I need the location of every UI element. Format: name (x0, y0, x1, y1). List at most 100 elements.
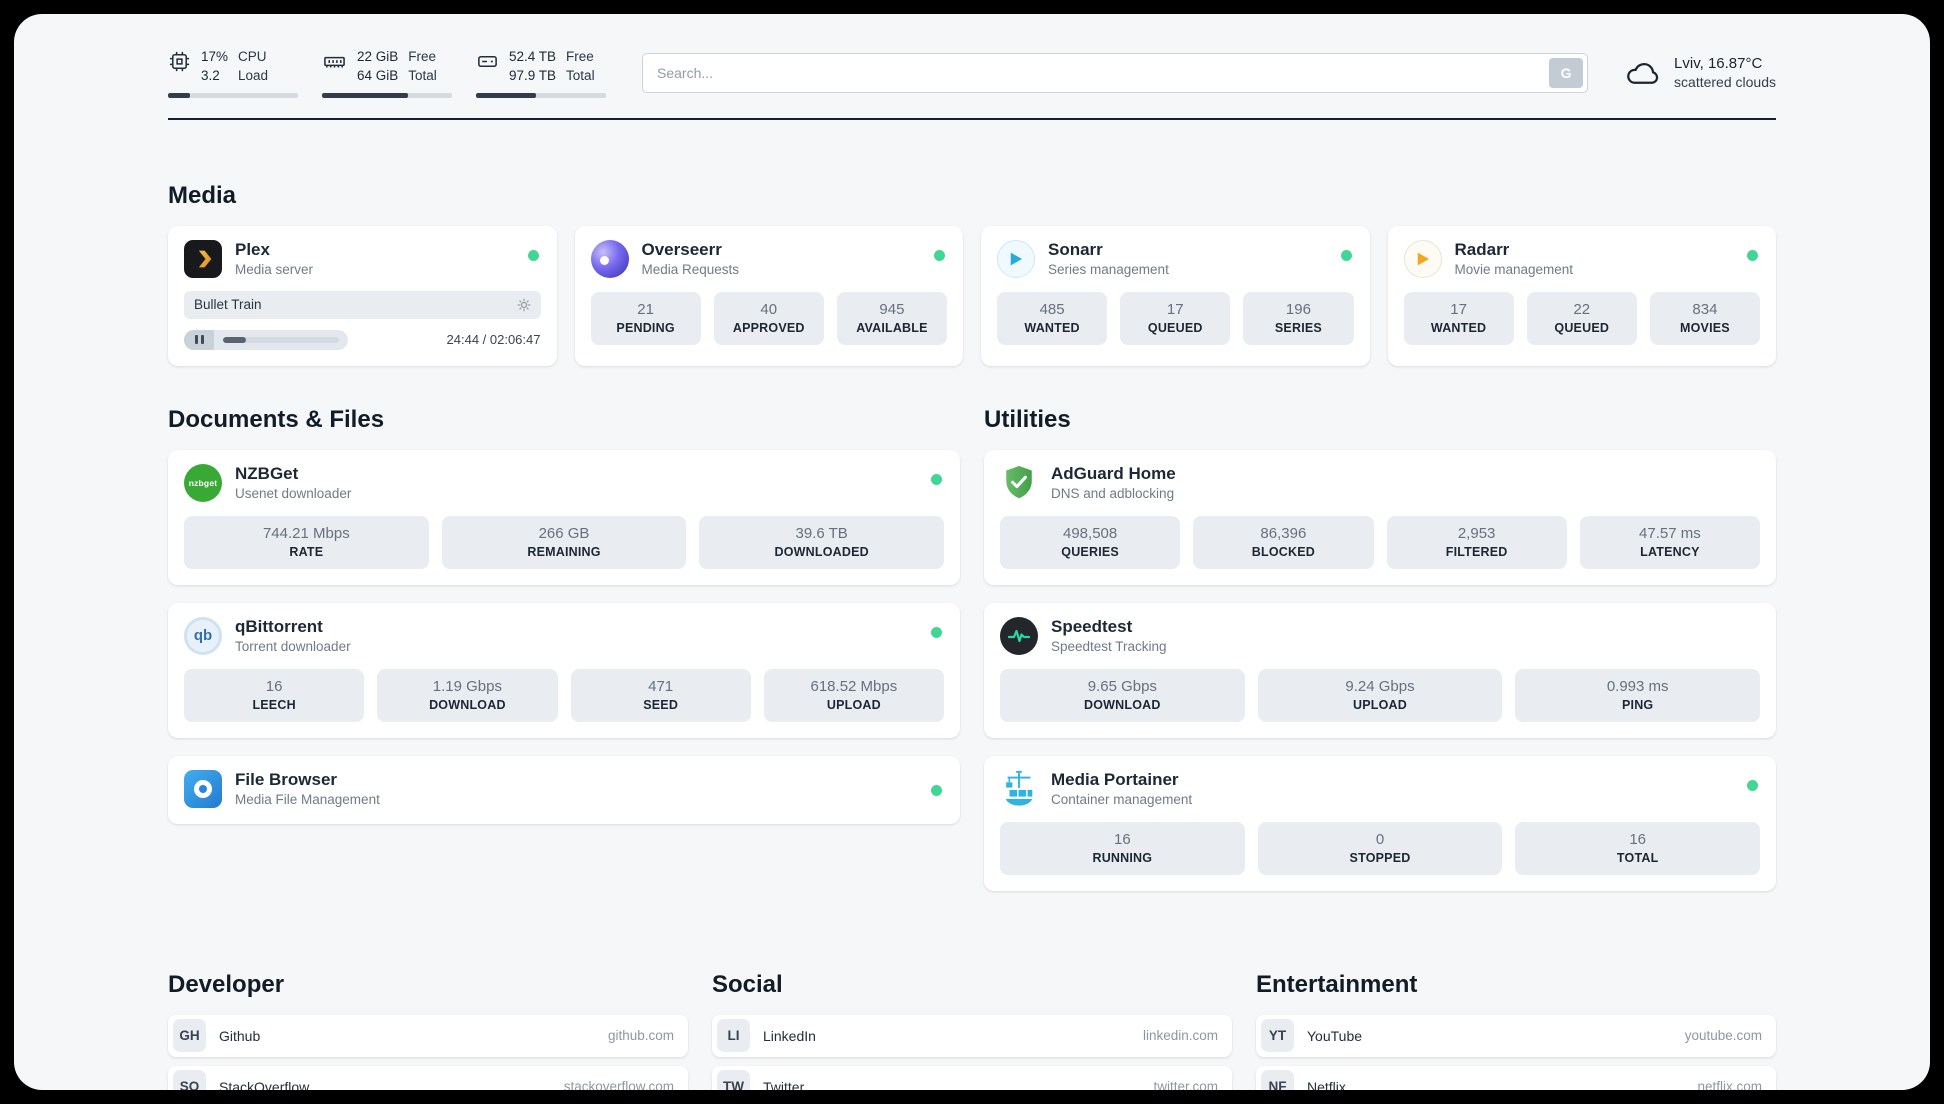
search-engine-button[interactable]: G (1549, 57, 1584, 88)
ram-progress-bar (322, 92, 452, 98)
section-title-documents: Documents & Files (168, 405, 385, 433)
app-card-filebrowser[interactable]: File Browser Media File Management (168, 755, 960, 824)
bookmark-group-social: Social LI LinkedIn linkedin.com TW Twitt… (712, 971, 1232, 1090)
sonarr-icon (997, 239, 1035, 278)
section-utilities: Utilities AdGuard Home DNS and adblockin… (984, 406, 1776, 909)
speedtest-icon (1000, 616, 1038, 655)
bookmark-url: twitter.com (1153, 1079, 1218, 1090)
app-name: Overseerr (641, 240, 722, 260)
bookmark-name: Twitter (763, 1078, 805, 1090)
bookmark-github[interactable]: GH Github github.com (168, 1014, 688, 1057)
app-card-sonarr[interactable]: Sonarr Series management 485 WANTED 17 QUE… (981, 225, 1370, 366)
app-card-qbittorrent[interactable]: qb qBittorrent Torrent downloader 16 LEEC… (168, 602, 960, 738)
adguard-icon (1000, 464, 1038, 502)
bookmark-badge: TW (717, 1070, 750, 1090)
app-card-adguard[interactable]: AdGuard Home DNS and adblocking 498,508 Q… (984, 449, 1776, 585)
stat-tile: 0.993 ms PING (1515, 668, 1761, 722)
app-name: NZBGet (235, 464, 299, 484)
stat-tile: 196 SERIES (1243, 291, 1354, 345)
app-subtitle: Media File Management (235, 792, 380, 808)
status-dot (931, 473, 942, 485)
bookmark-stackoverflow[interactable]: SO StackOverflow stackoverflow.com (168, 1065, 688, 1090)
portainer-icon (1000, 770, 1038, 808)
app-card-speedtest[interactable]: Speedtest Speedtest Tracking 9.65 Gbps DO… (984, 602, 1776, 738)
stat-tile: 16 RUNNING (1000, 821, 1245, 875)
search-input[interactable] (642, 52, 1589, 93)
stat-tile: 39.6 TB DOWNLOADED (699, 515, 945, 569)
app-subtitle: Speedtest Tracking (1051, 639, 1167, 655)
playback-progress-bar[interactable] (184, 329, 348, 350)
section-media: Media Plex Media server (168, 182, 1776, 366)
bookmark-group-developer: Developer GH Github github.com SO StackO… (168, 971, 688, 1090)
overseerr-icon (590, 239, 629, 278)
bookmark-name: Netflix (1307, 1078, 1346, 1090)
disk-icon (476, 50, 499, 73)
stat-tile: 9.24 Gbps UPLOAD (1257, 668, 1503, 722)
bookmark-twitter[interactable]: TW Twitter twitter.com (712, 1065, 1232, 1090)
app-name: AdGuard Home (1051, 464, 1176, 484)
section-title-entertainment: Entertainment (1256, 970, 1418, 998)
app-card-plex[interactable]: Plex Media server Bullet Train (168, 225, 557, 366)
stat-tile: 485 WANTED (997, 291, 1108, 345)
bookmark-netflix[interactable]: NF Netflix netflix.com (1256, 1065, 1776, 1090)
now-playing-title: Bullet Train (194, 297, 262, 313)
status-dot (1747, 249, 1758, 261)
ram-icon (322, 50, 347, 73)
app-name: Speedtest (1051, 617, 1133, 637)
search-bar: G (642, 52, 1589, 93)
stat-tile: 2,953 FILTERED (1386, 515, 1567, 569)
cpu-label: CPU (238, 49, 267, 64)
app-subtitle: Container management (1051, 792, 1193, 808)
stat-tile: 266 GB REMAINING (441, 515, 687, 569)
plex-icon (184, 239, 222, 278)
dashboard-page: 17% 3.2 CPU Load (14, 14, 1930, 1090)
stat-tile: 86,396 BLOCKED (1193, 515, 1374, 569)
app-subtitle: DNS and adblocking (1051, 486, 1175, 502)
qbittorrent-icon: qb (184, 616, 222, 655)
stat-tile: 16 LEECH (184, 668, 365, 722)
weather-condition: scattered clouds (1674, 74, 1776, 91)
bookmark-name: YouTube (1307, 1027, 1363, 1044)
status-dot (1340, 249, 1352, 261)
cpu-monitor: 17% 3.2 CPU Load (168, 48, 298, 98)
disk-total-value: 97.9 TB (509, 67, 557, 83)
stat-tile: 21 PENDING (590, 291, 701, 345)
section-title-media: Media (168, 181, 237, 209)
stat-tile: 471 SEED (570, 668, 751, 722)
nzbget-icon: nzbget (184, 463, 222, 502)
section-title-social: Social (712, 970, 783, 998)
bookmark-badge: YT (1261, 1019, 1294, 1053)
bookmark-url: stackoverflow.com (563, 1079, 674, 1090)
app-name: Plex (235, 240, 270, 260)
app-card-radarr[interactable]: Radarr Movie management 17 WANTED 22 QUEUE… (1387, 225, 1776, 366)
cpu-icon (168, 50, 191, 73)
app-card-overseerr[interactable]: Overseerr Media Requests 21 PENDING 40 APP… (574, 225, 963, 366)
app-subtitle: Media server (235, 262, 314, 278)
disk-monitor: 52.4 TB 97.9 TB Free Total (476, 48, 606, 98)
app-card-portainer[interactable]: Media Portainer Container management 16 R… (984, 755, 1776, 891)
cpu-usage-value: 17% (201, 49, 229, 64)
app-subtitle: Usenet downloader (235, 486, 352, 502)
cpu-load-label: Load (238, 67, 269, 83)
gear-icon[interactable] (517, 298, 531, 312)
ram-free-label: Free (408, 49, 437, 64)
app-subtitle: Torrent downloader (235, 639, 351, 655)
cloud-icon (1624, 58, 1662, 88)
stat-tile: 22 QUEUED (1526, 291, 1637, 345)
stat-tile: 834 MOVIES (1649, 291, 1761, 345)
app-name: qBittorrent (235, 617, 323, 637)
app-card-nzbget[interactable]: nzbget NZBGet Usenet downloader 744.21 M… (168, 449, 960, 585)
bookmark-linkedin[interactable]: LI LinkedIn linkedin.com (712, 1014, 1232, 1057)
disk-progress-bar (476, 92, 606, 98)
now-playing: Bullet Train 24:44 / 02:06:47 (184, 290, 541, 350)
stat-tile: 1.19 Gbps DOWNLOAD (377, 668, 558, 722)
pause-icon[interactable] (184, 329, 214, 350)
stat-tile: 40 APPROVED (713, 291, 824, 345)
system-monitors: 17% 3.2 CPU Load (168, 48, 606, 98)
bookmark-youtube[interactable]: YT YouTube youtube.com (1256, 1014, 1776, 1057)
bookmark-url: youtube.com (1684, 1028, 1762, 1044)
bookmark-badge: NF (1261, 1070, 1294, 1090)
disk-free-value: 52.4 TB (509, 49, 557, 64)
app-subtitle: Movie management (1454, 262, 1574, 278)
header-divider (168, 117, 1776, 120)
